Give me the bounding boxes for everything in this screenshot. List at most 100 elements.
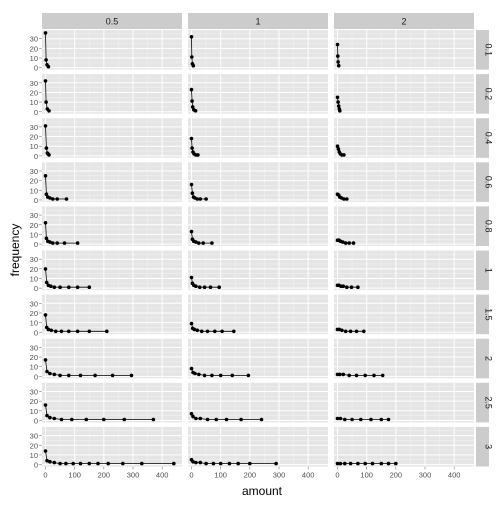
data-point [217,285,221,290]
y-tick-label: 10 [30,142,38,151]
data-point [348,329,353,334]
data-point [205,417,210,422]
row-strip [476,118,489,158]
data-point [44,146,49,150]
data-point [189,366,194,371]
data-point [348,461,353,466]
row-strip [476,74,489,114]
data-point [197,372,201,377]
y-tick-label: 0 [34,240,38,249]
row-strip-label: 0.4 [484,132,494,145]
data-point [199,329,204,334]
data-point [64,461,68,466]
data-point [49,284,53,289]
data-point [192,327,197,332]
panel-background [42,338,182,379]
data-point [43,124,48,128]
data-point [189,182,194,187]
data-point [43,31,48,35]
panel-background [334,338,474,379]
data-point [189,229,194,234]
data-marks [43,31,398,466]
data-point [205,329,210,334]
y-tick-label: 0 [34,328,38,337]
data-point [45,369,49,374]
y-tick-label: 30 [30,123,38,132]
y-tick-label: 10 [30,275,38,284]
panel-background [188,118,328,158]
y-tick-label: 20 [30,88,38,97]
data-point [341,372,346,377]
panel-background [188,294,328,335]
data-point [190,55,194,59]
data-point [189,136,194,141]
data-point [43,267,48,271]
row-strip-label: 2 [484,356,494,361]
y-tick-label: 10 [30,319,38,328]
panel-background [42,206,182,246]
panel-background [334,382,474,423]
data-point [347,373,352,378]
panel-background [188,206,328,246]
data-point [64,197,69,201]
data-point [48,415,52,420]
data-point [55,197,59,201]
x-tick-label: 0 [43,471,47,480]
row-strip-label: 0.1 [484,44,494,57]
data-point [191,459,195,464]
panel-background [334,206,474,246]
data-point [59,329,64,334]
panel-background [42,30,182,70]
data-point [47,153,51,157]
x-tick-label: 0 [335,471,339,480]
y-tick-label: 20 [30,397,38,406]
y-tick-label: 30 [30,387,38,396]
row-strip-label: 1.5 [484,308,494,321]
data-point [58,285,62,290]
data-point [213,329,217,334]
data-point [197,285,202,290]
data-point [190,99,194,103]
data-point [110,373,115,378]
x-tick-label: 300 [127,471,140,480]
x-tick-label: 100 [214,471,227,480]
panel-background [42,162,182,202]
y-tick-label: 0 [34,284,38,293]
data-point [48,196,52,200]
data-point [190,146,194,150]
panel-background [188,338,328,379]
x-tick-label: 200 [390,471,403,480]
col-strip [334,13,474,29]
y-tick-label: 20 [30,177,38,186]
data-point [190,105,195,109]
panel-background [42,74,182,114]
data-point [343,461,347,466]
col-strip-label: 0.5 [106,17,119,27]
y-axis-title: frequency [8,224,22,277]
y-tick-label: 30 [30,432,38,441]
y-tick-label: 0 [34,416,38,425]
data-point [75,285,80,290]
data-point [349,285,354,290]
data-point [363,373,368,378]
data-point [87,329,92,334]
panel-background [188,426,328,467]
data-point [236,461,240,466]
panel-background [334,250,474,291]
data-point [198,460,203,465]
data-point [211,461,216,466]
data-point [274,461,278,466]
data-point [122,417,127,422]
y-tick-label: 10 [30,451,38,460]
row-strip [476,30,489,70]
data-point [356,461,360,466]
data-point [338,109,342,113]
data-point [51,197,55,201]
data-point [345,197,349,201]
data-point [341,240,345,244]
y-tick-label: 20 [30,265,38,274]
data-point [193,109,198,113]
data-point [46,327,51,332]
col-strip-label: 2 [401,17,406,27]
